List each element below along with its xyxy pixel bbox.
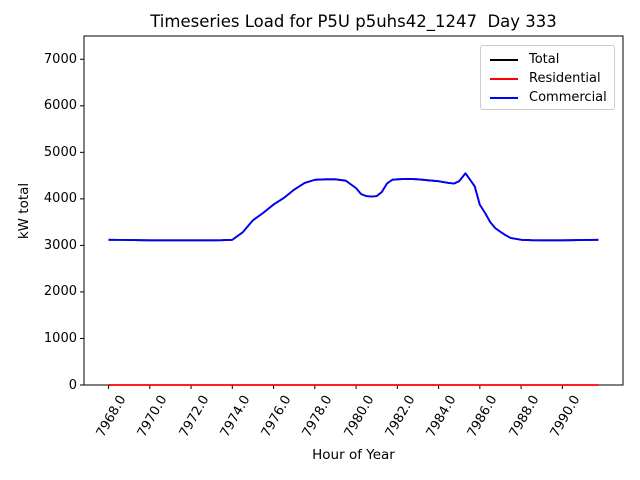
y-tick-label: 6000 bbox=[43, 98, 77, 114]
legend-item-residential: Residential bbox=[481, 69, 614, 88]
y-tick-label: 1000 bbox=[43, 330, 77, 346]
y-tick-label: 5000 bbox=[43, 144, 77, 160]
legend-line-sample-commercial bbox=[490, 96, 518, 99]
x-axis-label: Hour of Year bbox=[312, 447, 395, 463]
y-tick-label: 7000 bbox=[43, 51, 77, 67]
x-tick-label: 7974.0 bbox=[217, 393, 254, 440]
legend-label-commercial: Commercial bbox=[529, 90, 607, 105]
x-tick-label: 7982.0 bbox=[382, 393, 419, 440]
y-tick-label: 4000 bbox=[43, 191, 77, 207]
x-tick-label: 7980.0 bbox=[341, 393, 378, 440]
x-tick-label: 7968.0 bbox=[93, 393, 130, 440]
y-axis-label: kW total bbox=[16, 182, 32, 240]
x-tick-label: 7972.0 bbox=[176, 393, 213, 440]
x-tick-label: 7990.0 bbox=[547, 393, 584, 440]
x-tick-label: 7970.0 bbox=[135, 393, 171, 440]
legend-item-total: Total bbox=[481, 50, 614, 69]
x-tick-label: 7984.0 bbox=[423, 393, 460, 440]
x-tick-label: 7978.0 bbox=[300, 393, 336, 440]
y-tick-label: 3000 bbox=[43, 237, 77, 253]
series-commercial-line bbox=[108, 172, 599, 242]
legend-item-commercial: Commercial bbox=[481, 88, 614, 107]
y-tick-label: 0 bbox=[68, 377, 77, 393]
legend-line-sample-residential bbox=[490, 77, 518, 80]
x-tick-label: 7976.0 bbox=[258, 393, 295, 440]
legend-label-total: Total bbox=[529, 52, 560, 67]
x-tick-label: 7988.0 bbox=[506, 393, 543, 440]
legend-label-residential: Residential bbox=[529, 71, 601, 86]
chart-title: Timeseries Load for P5U p5uhs42_1247 Day… bbox=[150, 12, 557, 31]
legend: Total Residential Commercial bbox=[480, 45, 615, 110]
x-tick-label: 7986.0 bbox=[465, 393, 501, 440]
legend-line-sample-total bbox=[490, 58, 518, 61]
y-tick-label: 2000 bbox=[43, 284, 77, 300]
